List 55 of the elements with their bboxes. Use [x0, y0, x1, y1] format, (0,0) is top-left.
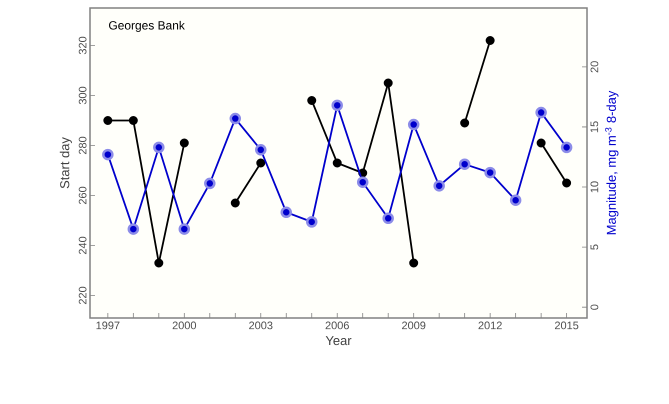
point	[486, 36, 495, 45]
annotation: Georges Bank	[109, 20, 185, 32]
point	[382, 212, 394, 224]
point	[178, 223, 190, 235]
point	[535, 106, 547, 118]
x-tick-label: 2009	[402, 322, 426, 330]
y2-tick-label: 15	[590, 121, 598, 132]
y-tick-label: 280	[78, 136, 86, 154]
point	[128, 223, 140, 235]
point	[356, 176, 368, 188]
point	[256, 158, 266, 168]
y-tick-label: 300	[78, 86, 86, 104]
point	[255, 144, 267, 156]
point	[510, 194, 522, 206]
y-tick-label: 320	[78, 36, 86, 54]
point	[230, 112, 242, 124]
y-tick-label: 240	[78, 236, 86, 254]
x-tick-label: 2012	[478, 322, 502, 330]
point	[230, 198, 240, 208]
y-tick-label: 260	[78, 186, 86, 204]
x-tick-label: 2006	[326, 322, 349, 330]
y2-tick-label: 10	[590, 181, 598, 192]
point	[306, 216, 318, 228]
point	[331, 100, 343, 112]
point	[433, 180, 445, 192]
point	[280, 206, 292, 218]
point	[536, 138, 546, 148]
x-axis-title: Year	[326, 336, 352, 346]
point	[408, 118, 420, 130]
y-tick-label: 220	[78, 286, 86, 304]
point	[562, 178, 572, 188]
point	[484, 166, 496, 178]
y2-tick-label: 20	[590, 61, 598, 72]
point	[384, 78, 393, 88]
point	[128, 116, 138, 125]
point	[180, 138, 189, 148]
x-tick-label: 1997	[96, 322, 120, 330]
point	[332, 158, 342, 168]
point	[154, 258, 164, 268]
y2-tick-label: 0	[590, 304, 598, 310]
x-tick-label: 2015	[554, 322, 578, 330]
point	[409, 258, 418, 268]
point	[102, 148, 114, 160]
x-tick-label: 2000	[172, 322, 196, 330]
point	[458, 158, 470, 170]
x-tick-label: 2003	[249, 322, 272, 330]
y2-axis-title: Magnitude, mg m$^{-3}$ 8-day	[605, 90, 618, 234]
point	[460, 118, 470, 128]
point	[307, 96, 316, 105]
point	[103, 116, 112, 125]
point	[560, 142, 572, 154]
point	[204, 178, 216, 190]
y2-tick-label: 5	[590, 244, 598, 250]
y-axis-title: Start day	[60, 137, 72, 188]
point	[153, 142, 165, 154]
